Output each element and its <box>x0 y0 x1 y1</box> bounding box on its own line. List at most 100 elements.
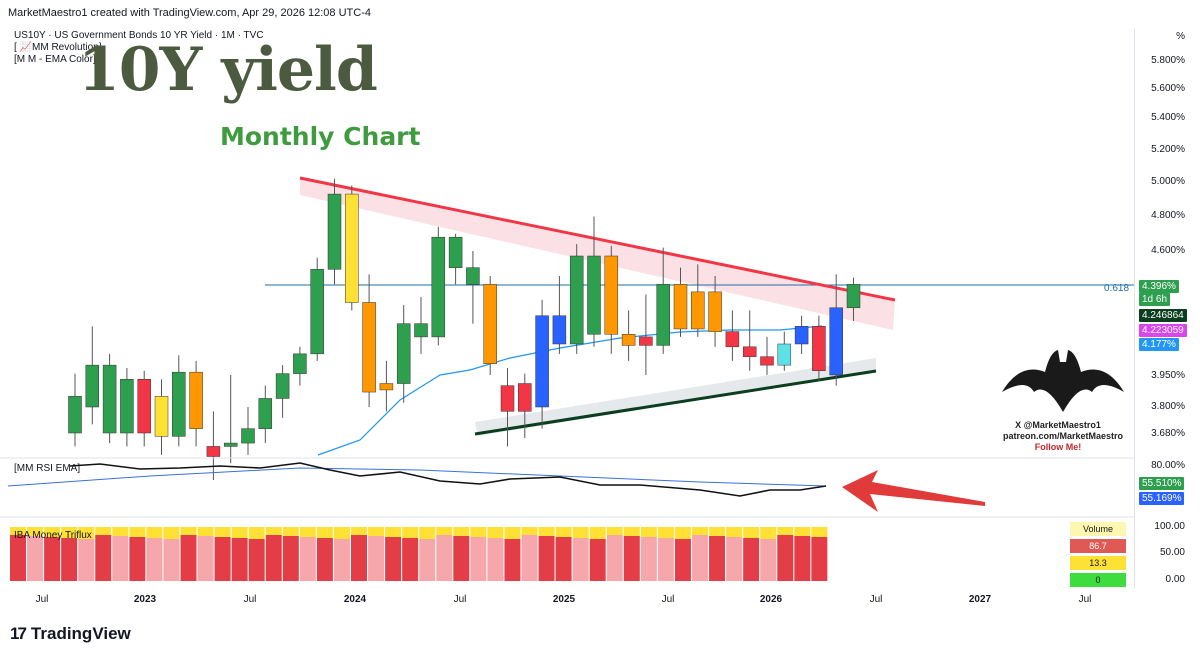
time-tick: Jul <box>35 594 49 605</box>
flow-bar-red <box>385 537 402 581</box>
flow-bar-red <box>589 539 606 581</box>
flow-bar-red <box>197 536 214 581</box>
rsi-ema-tag: 55.169% <box>1139 492 1185 505</box>
candle-body <box>310 269 324 355</box>
flow-bar-yellow <box>146 527 163 538</box>
price-axis[interactable]: % 5.800% 5.600% 5.400% 5.200% 5.000% 4.8… <box>1134 28 1197 588</box>
flow-bar-red <box>10 535 26 581</box>
candle-body <box>794 326 809 345</box>
flow-bar-yellow <box>78 527 95 539</box>
ema-value-tag: 4.177% <box>1139 338 1179 351</box>
overlay-subtitle: Monthly Chart <box>220 122 421 151</box>
rsi-legend[interactable]: [MM RSI EMA] <box>14 463 81 474</box>
candle-body <box>812 326 826 372</box>
flow-bar-yellow <box>811 527 828 537</box>
flow-bar-red <box>692 535 708 581</box>
candle-body <box>137 379 151 434</box>
volume-value: 13.3 <box>1070 556 1126 570</box>
flow-bar-red <box>282 536 299 581</box>
candle-body <box>483 284 497 364</box>
flow-bar-yellow <box>248 527 265 539</box>
flow-bar-red <box>504 539 521 581</box>
flow-bar-yellow <box>777 527 794 535</box>
candle-body <box>846 284 861 309</box>
flow-bar-yellow <box>163 527 180 539</box>
time-tick: Jul <box>661 594 675 605</box>
volume-value: 86.7 <box>1070 539 1126 553</box>
symbol-label[interactable]: US10Y · US Government Bonds 10 YR Yield … <box>14 30 264 41</box>
overlay-title: 10Y yield <box>78 35 378 105</box>
flow-bar-yellow <box>180 527 197 535</box>
indicator-revolution-label[interactable]: [ 📈MM Revolution] <box>14 42 102 53</box>
bat-logo-icon <box>1002 350 1124 412</box>
time-tick: Jul <box>1078 594 1092 605</box>
indicator-ema-color-label[interactable]: [M M - EMA Color] <box>14 54 96 65</box>
price-tick: 5.800% <box>1151 55 1185 66</box>
ema-value-tag: 4.246864 <box>1139 309 1187 322</box>
candle-body <box>293 353 307 374</box>
flow-bar-yellow <box>351 527 367 535</box>
chart-legend: US10Y · US Government Bonds 10 YR Yield … <box>14 30 264 66</box>
flow-bar-yellow <box>231 527 248 538</box>
price-tick: 5.400% <box>1151 112 1185 123</box>
time-tick: 2027 <box>968 594 992 605</box>
flow-bar-yellow <box>760 527 777 539</box>
candle-body <box>604 255 619 335</box>
ema-line <box>317 325 823 456</box>
flow-bar-red <box>760 539 777 581</box>
rsi-value-tag: 55.510% <box>1139 477 1185 490</box>
candle-body <box>725 331 740 348</box>
flow-bar-yellow <box>487 527 504 538</box>
candle-body <box>569 255 584 345</box>
candle-body <box>68 396 82 434</box>
candle-body <box>760 356 774 366</box>
flow-bar-yellow <box>589 527 606 539</box>
candle-body <box>552 315 567 345</box>
candle-body <box>431 236 446 338</box>
flow-bar-yellow <box>709 527 726 536</box>
tradingview-brand[interactable]: 17 TradingView <box>10 624 131 644</box>
flow-bar-yellow <box>606 527 623 535</box>
candle-body <box>172 371 186 437</box>
candle-body <box>275 373 290 399</box>
flow-bar-yellow <box>385 527 402 537</box>
time-tick: Jul <box>243 594 257 605</box>
flow-bar-yellow <box>726 527 743 537</box>
flow-legend[interactable]: IBA Money Triflux <box>14 530 92 541</box>
chart-canvas[interactable] <box>0 0 1134 590</box>
candle-body <box>206 446 221 457</box>
flow-bar-red <box>623 536 640 581</box>
bat-line2: patreon.com/MarketMaestro <box>1003 431 1124 441</box>
flow-bar-red <box>316 538 333 581</box>
flow-bar-yellow <box>333 527 350 539</box>
rsi-pane <box>0 457 1134 518</box>
candle-body <box>241 428 255 444</box>
flow-bar-yellow <box>282 527 299 536</box>
countdown-tag: 1d 6h <box>1139 293 1171 306</box>
price-tick: 3.800% <box>1151 401 1185 412</box>
time-tick: 2026 <box>759 594 783 605</box>
flow-bar-red <box>572 538 589 581</box>
flow-bar-red <box>555 537 572 581</box>
flow-bar-red <box>487 538 504 581</box>
flow-bar-yellow <box>61 527 78 538</box>
flow-bar-red <box>521 535 538 581</box>
flow-tick: 50.00 <box>1159 547 1185 558</box>
red-arrow-icon <box>842 470 985 512</box>
bat-caption: X @MarketMaestro1 patreon.com/MarketMaes… <box>1003 420 1124 453</box>
flow-bar-yellow <box>674 527 691 539</box>
flow-bar-red <box>743 538 760 581</box>
flow-bar-red <box>180 535 197 581</box>
flow-bar-red <box>726 537 743 581</box>
flow-bar-yellow <box>44 527 61 537</box>
flow-bar-yellow <box>436 527 453 535</box>
candle-body <box>258 398 273 429</box>
candle-body <box>829 307 843 376</box>
candle-body <box>448 236 463 268</box>
support-zone <box>475 358 876 436</box>
flow-bar-red <box>78 539 95 581</box>
resistance-line <box>299 176 896 302</box>
flow-bar-red <box>419 539 436 581</box>
candle-body <box>102 364 117 434</box>
flow-bar-yellow <box>623 527 640 536</box>
